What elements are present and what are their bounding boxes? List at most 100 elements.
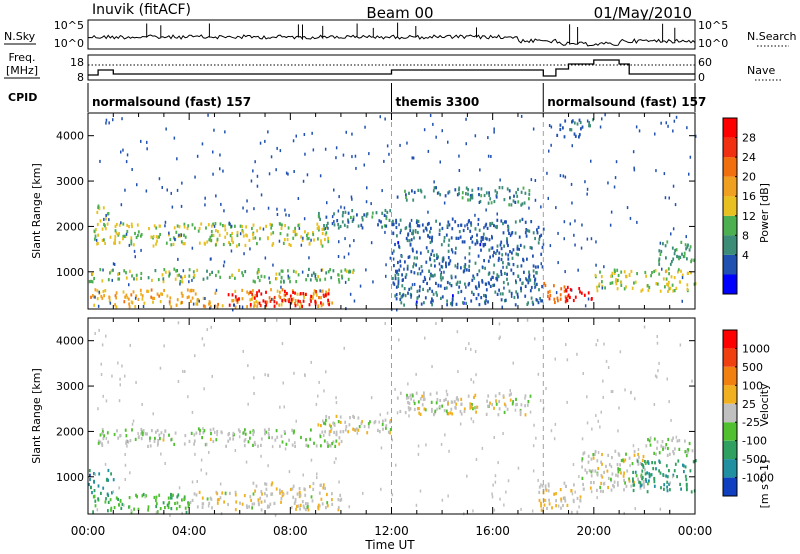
range-gate-cell [111, 491, 113, 495]
range-gate-cell [168, 274, 170, 278]
range-gate-cell [311, 131, 313, 135]
range-gate-cell [176, 188, 179, 192]
range-gate-cell [289, 243, 292, 247]
range-gate-cell [665, 443, 668, 447]
range-gate-cell [422, 229, 425, 233]
range-gate-cell [398, 338, 400, 342]
range-gate-cell [459, 280, 461, 284]
range-gate-cell [291, 487, 294, 491]
range-gate-cell [524, 284, 527, 288]
range-gate-cell [619, 468, 621, 472]
range-gate-cell [275, 429, 278, 433]
range-gate-cell [433, 411, 436, 415]
range-gate-cell [257, 275, 259, 279]
range-gate-cell [667, 280, 670, 284]
range-gate-cell [101, 296, 104, 300]
range-gate-cell [432, 274, 435, 278]
range-gate-cell [324, 486, 326, 490]
range-gate-cell [472, 509, 474, 513]
range-gate-cell [301, 238, 304, 242]
range-gate-cell [194, 175, 196, 179]
range-gate-cell [665, 121, 667, 125]
range-gate-cell [690, 271, 692, 275]
range-gate-cell [574, 490, 576, 494]
range-gate-cell [120, 150, 122, 154]
range-gate-cell [656, 282, 659, 286]
range-gate-cell [586, 421, 589, 425]
range-gate-cell [222, 242, 225, 247]
range-gate-cell [113, 241, 115, 245]
range-gate-cell [647, 461, 650, 465]
range-gate-cell [309, 278, 312, 282]
range-gate-cell [341, 274, 343, 278]
range-gate-cell [307, 232, 309, 236]
range-gate-cell [594, 450, 597, 454]
range-gate-cell [562, 174, 565, 178]
range-gate-cell [347, 277, 350, 281]
range-gate-cell [451, 303, 454, 307]
range-gate-cell [279, 444, 281, 448]
range-gate-cell [170, 496, 173, 500]
range-gate-cell [478, 303, 481, 307]
range-gate-cell [306, 173, 309, 177]
range-gate-cell [601, 286, 604, 290]
range-gate-cell [161, 273, 164, 277]
range-gate-cell [201, 337, 204, 341]
range-gate-cell [363, 213, 366, 217]
noise-panel-frame [87, 19, 696, 50]
range-gate-cell [268, 505, 271, 509]
range-gate-cell [445, 265, 447, 269]
range-gate-cell [180, 240, 183, 244]
range-gate-cell [173, 226, 176, 230]
range-gate-cell [294, 497, 297, 502]
range-gate-cell [581, 457, 584, 461]
range-gate-cell [668, 272, 670, 276]
range-gate-cell [384, 208, 387, 213]
range-gate-cell [540, 252, 543, 256]
range-gate-cell [676, 439, 679, 443]
range-gate-cell [251, 292, 254, 296]
range-gate-cell [347, 252, 350, 256]
range-gate-cell [665, 277, 668, 281]
range-gate-cell [500, 247, 503, 251]
range-gate-cell [506, 407, 509, 411]
range-gate-cell [257, 501, 260, 505]
range-gate-cell [248, 238, 251, 242]
range-gate-cell [296, 292, 299, 296]
range-gate-cell [249, 302, 252, 307]
range-gate-cell [326, 501, 329, 505]
range-gate-cell [401, 273, 403, 277]
range-gate-cell [355, 166, 357, 170]
range-gate-cell [566, 503, 569, 507]
range-gate-cell [480, 296, 483, 300]
range-gate-cell [134, 296, 137, 300]
range-gate-cell [510, 268, 513, 272]
range-gate-cell [684, 243, 687, 247]
range-gate-cell [486, 237, 488, 241]
range-gate-cell [204, 242, 206, 246]
range-gate-cell [487, 136, 489, 140]
range-gate-cell [110, 269, 113, 273]
range-gate-cell [532, 127, 535, 131]
range-gate-cell [432, 292, 435, 296]
range-gate-cell [370, 241, 373, 245]
range-gate-cell [184, 274, 186, 278]
range-gate-cell [404, 189, 406, 193]
range-gate-cell [379, 115, 381, 119]
range-gate-cell [669, 262, 672, 266]
range-gate-cell [529, 246, 532, 250]
range-gate-cell [686, 257, 688, 261]
range-gate-cell [629, 216, 632, 220]
range-gate-cell [115, 231, 118, 235]
range-gate-cell [554, 422, 557, 426]
range-gate-cell [252, 279, 255, 283]
range-gate-cell [460, 289, 463, 294]
range-gate-cell [489, 197, 492, 201]
range-gate-cell [423, 195, 426, 199]
range-gate-cell [517, 253, 519, 257]
range-gate-cell [506, 241, 509, 245]
range-gate-cell [164, 506, 166, 510]
range-gate-cell [470, 221, 472, 225]
range-gate-cell [447, 220, 450, 224]
freq-label-line1: Freq. [8, 51, 35, 64]
